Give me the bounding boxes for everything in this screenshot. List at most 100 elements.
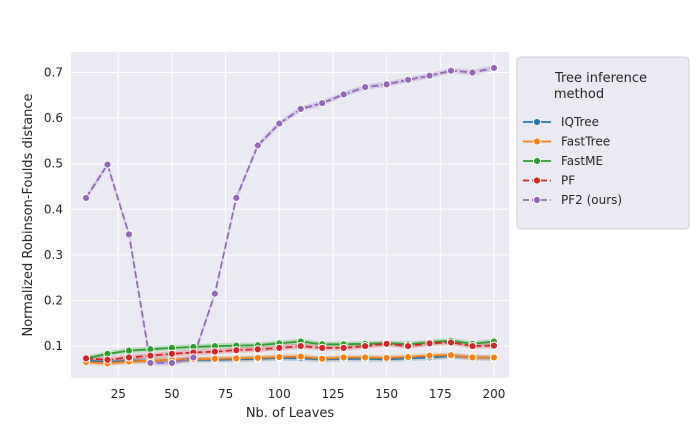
data-point-pf <box>232 346 241 355</box>
legend-item-pf: PF <box>523 174 575 188</box>
y-tick-label: 0.6 <box>44 111 63 125</box>
data-point-pf <box>124 353 134 362</box>
data-point-pf <box>296 341 305 351</box>
y-tick-label: 0.4 <box>44 202 63 216</box>
data-point-pf <box>318 343 327 353</box>
data-point-pf2-ours <box>124 230 134 239</box>
data-point-fasttree <box>489 353 499 362</box>
data-point-pf2-ours <box>468 68 477 77</box>
x-tick-label: 125 <box>321 387 344 401</box>
data-point-pf2-ours <box>425 71 434 80</box>
data-point-pf2-ours <box>275 119 284 128</box>
data-point-pf2-ours <box>167 358 177 368</box>
plot-area <box>71 52 509 378</box>
data-point-pf <box>425 339 434 348</box>
data-point-fastme <box>124 346 134 355</box>
series-points <box>81 63 499 368</box>
legend: Tree inference method IQTree FastTree Fast… <box>516 56 690 230</box>
legend-label-iqtree: IQTree <box>561 115 599 129</box>
x-tick-label: 150 <box>375 387 398 401</box>
data-point-pf <box>275 343 284 353</box>
data-point-fasttree <box>339 353 348 362</box>
x-tick-label: 175 <box>429 387 452 401</box>
legend-box <box>516 56 690 230</box>
legend-title-line-1: Tree inference <box>554 71 647 86</box>
data-point-pf2-ours <box>296 104 305 114</box>
data-point-pf2-ours <box>318 98 327 108</box>
legend-title-line-2: method <box>554 87 604 102</box>
data-point-fasttree <box>232 354 241 363</box>
data-point-pf2-ours <box>403 75 413 84</box>
y-tick-label: 0.2 <box>44 293 63 307</box>
legend-label-pf2-ours: PF2 (ours) <box>561 193 622 207</box>
data-point-pf2-ours <box>361 83 370 92</box>
legend-item-pf2-ours: PF2 (ours) <box>523 193 622 207</box>
x-axis-label: Nb. of Leaves <box>246 406 335 421</box>
legend-label-pf: PF <box>561 174 575 188</box>
legend-items: IQTree FastTree FastME PF PF2 (ours) <box>523 115 622 207</box>
data-point-pf <box>382 339 391 348</box>
data-point-pf <box>403 341 413 351</box>
x-tick-label: 25 <box>111 387 126 401</box>
data-point-fasttree <box>382 353 391 363</box>
y-tick-label: 0.3 <box>44 248 63 262</box>
data-point-pf <box>446 338 456 347</box>
legend-marker-fastme <box>532 156 542 166</box>
data-point-pf2-ours <box>189 353 198 362</box>
y-tick-label: 0.7 <box>44 66 63 80</box>
series-band-fasttree <box>86 352 494 367</box>
x-tick-label: 50 <box>164 387 179 401</box>
data-point-pf2-ours <box>81 193 91 203</box>
data-point-pf2-ours <box>253 141 262 150</box>
data-point-pf <box>210 347 219 356</box>
data-point-fasttree <box>446 351 456 360</box>
data-point-fasttree <box>403 352 413 362</box>
legend-marker-iqtree <box>532 117 542 127</box>
y-axis-label: Normalized Robinson-Foulds distance <box>21 93 36 336</box>
gridlines <box>71 52 509 378</box>
data-point-pf2-ours <box>210 289 219 298</box>
data-point-pf2-ours <box>146 358 155 368</box>
legend-label-fastme: FastME <box>561 154 603 168</box>
data-point-fasttree <box>253 353 262 363</box>
x-tick-label: 75 <box>218 387 233 401</box>
data-point-pf2-ours <box>103 160 112 169</box>
data-point-fasttree <box>210 354 219 363</box>
data-point-pf <box>146 351 155 360</box>
legend-marker-pf2-ours <box>532 195 542 205</box>
data-point-pf <box>339 343 348 353</box>
data-point-fasttree <box>275 352 284 362</box>
x-tick-label: 100 <box>268 387 291 401</box>
data-point-pf <box>468 341 477 351</box>
data-point-pf <box>81 354 91 363</box>
series-band-iqtree <box>86 353 494 365</box>
data-point-pf2-ours <box>489 63 499 73</box>
series-band-pf <box>86 339 494 363</box>
legend-item-iqtree: IQTree <box>523 115 599 129</box>
legend-item-fasttree: FastTree <box>523 135 610 149</box>
y-tick-labels: 0.1 0.2 0.3 0.4 0.5 0.6 0.7 <box>44 66 63 354</box>
y-tick-label: 0.5 <box>44 157 63 171</box>
data-point-pf <box>361 341 370 351</box>
data-point-pf <box>103 355 112 364</box>
data-point-pf <box>253 345 262 354</box>
x-tick-labels: 25 50 75 100 125 150 175 200 <box>111 387 506 401</box>
legend-label-fasttree: FastTree <box>561 135 610 149</box>
data-point-fasttree <box>468 353 477 362</box>
data-point-pf2-ours <box>339 90 348 99</box>
legend-marker-pf <box>532 176 542 185</box>
legend-marker-fasttree <box>532 137 542 146</box>
data-point-fasttree <box>318 354 327 363</box>
data-point-pf2-ours <box>446 66 456 75</box>
data-point-pf2-ours <box>232 193 241 203</box>
data-point-fasttree <box>296 352 305 361</box>
y-tick-label: 0.1 <box>44 339 63 353</box>
legend-item-fastme: FastME <box>523 154 603 168</box>
data-point-fasttree <box>425 351 434 360</box>
data-point-pf <box>167 349 177 358</box>
x-tick-label: 200 <box>483 387 506 401</box>
data-point-fasttree <box>361 353 370 362</box>
data-point-pf <box>489 341 499 350</box>
data-point-pf2-ours <box>382 80 391 89</box>
